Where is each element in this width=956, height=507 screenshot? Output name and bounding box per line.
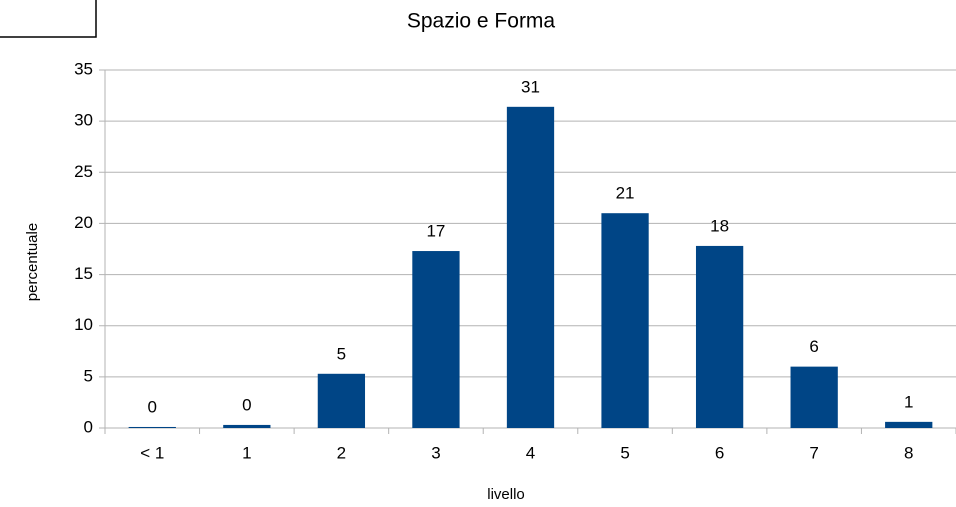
y-tick-label: 25 xyxy=(74,162,93,181)
y-tick-label: 10 xyxy=(74,315,93,334)
y-tick-label: 35 xyxy=(74,59,93,78)
x-tick-label: 8 xyxy=(904,443,913,462)
x-tick-label: 3 xyxy=(431,443,440,462)
bar xyxy=(885,421,933,428)
x-tick-label: 6 xyxy=(715,443,724,462)
data-label: 1 xyxy=(904,392,913,411)
bar xyxy=(317,373,366,428)
data-label: 18 xyxy=(710,216,729,235)
y-tick-label: 0 xyxy=(84,417,93,436)
bar xyxy=(412,251,460,428)
bar xyxy=(223,424,271,428)
data-label: 17 xyxy=(426,222,445,241)
data-label: 0 xyxy=(242,395,251,414)
frame-box xyxy=(0,0,97,38)
data-label: 21 xyxy=(616,184,635,203)
data-label: 31 xyxy=(521,77,540,96)
y-tick-label: 5 xyxy=(84,366,93,385)
y-tick-label: 20 xyxy=(74,213,93,232)
data-label: 6 xyxy=(809,337,818,356)
y-axis-title: percentuale xyxy=(24,223,41,301)
bar xyxy=(695,245,744,428)
x-tick-label: < 1 xyxy=(140,443,164,462)
chart-title: Spazio e Forma xyxy=(407,10,556,33)
x-tick-label: 5 xyxy=(620,443,629,462)
data-label: 5 xyxy=(337,344,346,363)
x-axis-title: livello xyxy=(487,486,525,503)
bar xyxy=(601,213,649,428)
x-tick-label: 4 xyxy=(526,443,535,462)
x-tick-label: 7 xyxy=(809,443,818,462)
x-tick-label: 2 xyxy=(337,443,346,462)
y-tick-label: 30 xyxy=(74,111,93,130)
bar xyxy=(506,106,555,428)
x-tick-label: 1 xyxy=(242,443,251,462)
data-label: 0 xyxy=(148,397,157,416)
bar xyxy=(790,366,838,428)
bar xyxy=(128,426,176,428)
y-tick-label: 15 xyxy=(74,264,93,283)
